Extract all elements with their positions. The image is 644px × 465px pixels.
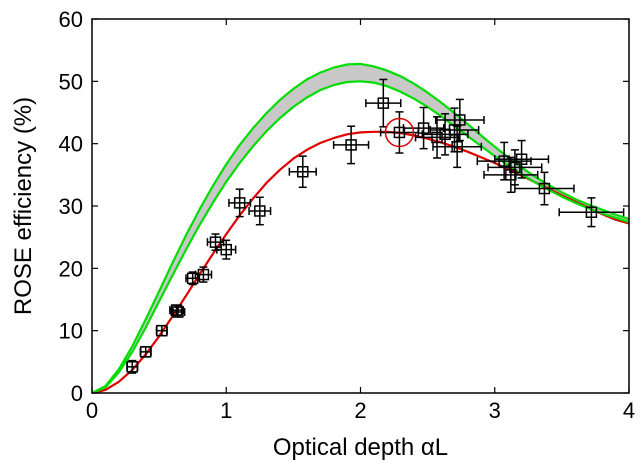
square-marker <box>297 165 309 178</box>
y-tick-label: 20 <box>59 256 83 281</box>
square-marker <box>451 141 463 153</box>
square-marker <box>220 243 232 256</box>
square-marker <box>454 114 466 126</box>
square-marker <box>209 236 222 248</box>
data-point <box>170 306 186 318</box>
square-marker <box>126 361 139 373</box>
data-points <box>126 78 625 374</box>
data-point <box>185 271 201 286</box>
data-point <box>126 359 139 374</box>
square-marker <box>345 139 357 151</box>
y-tick-label: 10 <box>59 319 83 344</box>
data-point <box>155 324 168 337</box>
y-tick-label: 30 <box>59 194 83 219</box>
data-point <box>248 196 272 226</box>
lower-bound-curve <box>91 80 630 395</box>
curves <box>91 62 630 395</box>
data-point <box>228 188 252 218</box>
square-marker <box>254 205 266 217</box>
data-point <box>514 171 575 206</box>
square-marker <box>393 126 406 139</box>
square-marker <box>417 122 430 134</box>
square-marker <box>233 197 246 209</box>
data-point <box>494 139 550 179</box>
data-point <box>288 155 317 189</box>
data-point <box>483 156 539 194</box>
square-marker <box>498 155 510 167</box>
data-point <box>434 98 485 142</box>
y-tick-label: 60 <box>59 7 83 32</box>
y-tick-label: 0 <box>71 381 83 406</box>
square-marker <box>505 169 517 181</box>
data-point <box>432 125 483 169</box>
square-marker <box>585 206 598 218</box>
x-tick-label: 0 <box>86 398 98 423</box>
square-marker <box>377 97 390 109</box>
data-point <box>216 239 237 260</box>
square-marker <box>515 153 528 165</box>
square-marker <box>139 346 152 358</box>
band-fill <box>92 63 629 394</box>
data-point <box>194 266 213 283</box>
x-tick-label: 2 <box>354 398 366 423</box>
x-tick-label: 1 <box>220 398 232 423</box>
x-axis-label: Optical depth αL <box>273 434 448 461</box>
data-point <box>365 78 402 128</box>
highlight-layer <box>384 117 415 148</box>
square-marker <box>156 324 168 337</box>
highlight-circle <box>384 117 415 148</box>
data-point <box>332 125 370 165</box>
y-tick-label: 50 <box>59 69 83 94</box>
x-tick-label: 3 <box>489 398 501 423</box>
y-tick-label: 40 <box>59 132 83 157</box>
square-marker <box>172 306 184 318</box>
x-tick-label: 4 <box>623 398 635 423</box>
data-point <box>139 346 152 358</box>
square-marker <box>431 131 443 144</box>
y-axis-label: ROSE efficiency (%) <box>10 97 37 315</box>
upper-bound-curve <box>91 62 630 394</box>
data-point <box>558 197 625 228</box>
square-marker <box>538 182 551 195</box>
square-marker <box>197 268 210 281</box>
square-marker <box>509 161 521 174</box>
bound-band <box>92 63 629 394</box>
